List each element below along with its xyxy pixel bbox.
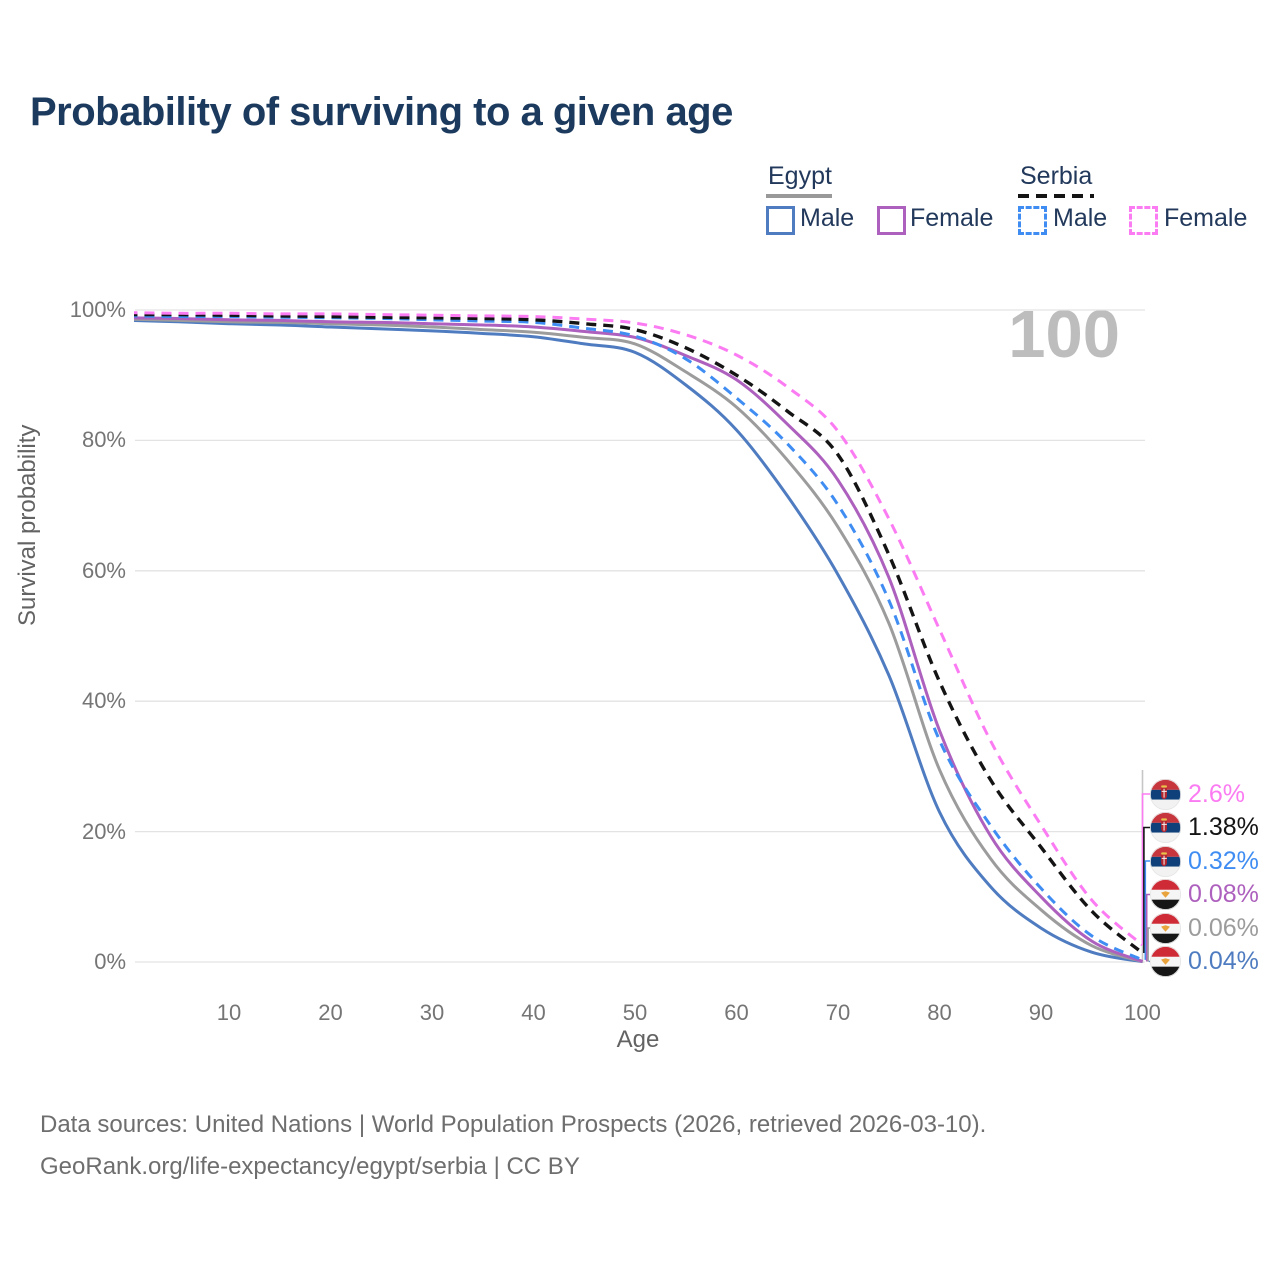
legend-label-egypt-male[interactable]: Male <box>800 204 855 232</box>
serbia-flag-icon <box>1150 779 1181 810</box>
end-label-serbia[interactable]: 1.38% <box>1150 812 1259 844</box>
end-label-egypt[interactable]: 0.06% <box>1150 912 1259 944</box>
x-tick-label: 30 <box>419 1000 445 1025</box>
legend-group-egypt-title: Egypt <box>768 162 832 190</box>
source-line-1: Data sources: United Nations | World Pop… <box>40 1111 987 1138</box>
series-line-serbia[interactable] <box>128 312 1144 955</box>
source-attribution: Data sources: United Nations | World Pop… <box>40 1104 986 1188</box>
x-tick-label: 70 <box>825 1000 851 1025</box>
series-line-egypt-female[interactable] <box>128 316 1144 963</box>
y-tick-label: 0% <box>94 949 126 974</box>
end-label-egypt-male[interactable]: 0.04% <box>1150 946 1259 978</box>
x-tick-label: 100 <box>1124 1000 1161 1025</box>
series-line-serbia-male[interactable] <box>128 314 1144 962</box>
end-label-value: 0.08% <box>1188 880 1259 908</box>
x-tick-label: 60 <box>724 1000 749 1025</box>
y-tick-label: 60% <box>81 557 126 583</box>
x-tick-label: 50 <box>622 1000 648 1025</box>
legend-label-egypt-female[interactable]: Female <box>910 204 994 232</box>
end-label-value: 0.04% <box>1188 947 1259 975</box>
end-label-connector <box>1143 826 1150 954</box>
legend-egypt-line-style-swatch <box>766 194 832 198</box>
legend-serbia-line-style-swatch <box>1018 194 1094 198</box>
legend-swatch-egypt-female[interactable] <box>877 206 906 235</box>
source-line-2[interactable]: GeoRank.org/life-expectancy/egypt/serbia… <box>40 1153 580 1180</box>
x-tick-label: 20 <box>318 1000 343 1025</box>
end-label-serbia-male[interactable]: 0.32% <box>1150 845 1259 877</box>
end-label-egypt-female[interactable]: 0.08% <box>1150 879 1259 911</box>
x-tick-label: 80 <box>927 1000 952 1025</box>
x-axis-title: Age <box>616 1026 660 1053</box>
egypt-flag-icon <box>1150 913 1181 944</box>
legend-label-serbia-male[interactable]: Male <box>1053 204 1108 232</box>
series-line-serbia-female[interactable] <box>128 311 1144 947</box>
legend-group-serbia-title: Serbia <box>1020 162 1093 190</box>
x-tick-label: 90 <box>1028 1000 1054 1025</box>
legend-swatch-serbia-male[interactable] <box>1018 206 1047 235</box>
end-label-value: 1.38% <box>1188 813 1259 841</box>
end-label-value: 0.32% <box>1188 846 1259 875</box>
y-tick-label: 20% <box>81 818 126 844</box>
y-tick-label: 100% <box>69 297 126 322</box>
serbia-flag-icon <box>1150 812 1181 843</box>
end-label-value: 2.6% <box>1188 779 1245 808</box>
y-tick-label: 80% <box>81 427 126 453</box>
end-label-connector <box>1145 893 1150 962</box>
end-label-value: 0.06% <box>1188 913 1259 942</box>
y-axis-title: Survival probability <box>14 424 41 626</box>
y-tick-label: 40% <box>81 688 126 714</box>
egypt-flag-icon <box>1150 879 1181 910</box>
legend-label-serbia-female[interactable]: Female <box>1164 204 1248 232</box>
x-tick-label: 40 <box>521 1000 546 1025</box>
serbia-flag-icon <box>1150 846 1181 877</box>
end-label-connector <box>1144 860 1150 960</box>
end-label-connector <box>1147 927 1150 962</box>
series-line-egypt[interactable] <box>128 317 1143 964</box>
legend-swatch-egypt-male[interactable] <box>766 206 795 235</box>
legend-swatch-serbia-female[interactable] <box>1129 206 1158 235</box>
end-label-connector <box>1141 793 1150 946</box>
series-line-egypt-male[interactable] <box>128 319 1143 964</box>
egypt-flag-icon <box>1150 946 1181 977</box>
end-label-serbia-female[interactable]: 2.6% <box>1150 778 1245 810</box>
x-tick-label: 10 <box>216 1000 242 1025</box>
page-title: Probability of surviving to a given age <box>30 90 733 134</box>
